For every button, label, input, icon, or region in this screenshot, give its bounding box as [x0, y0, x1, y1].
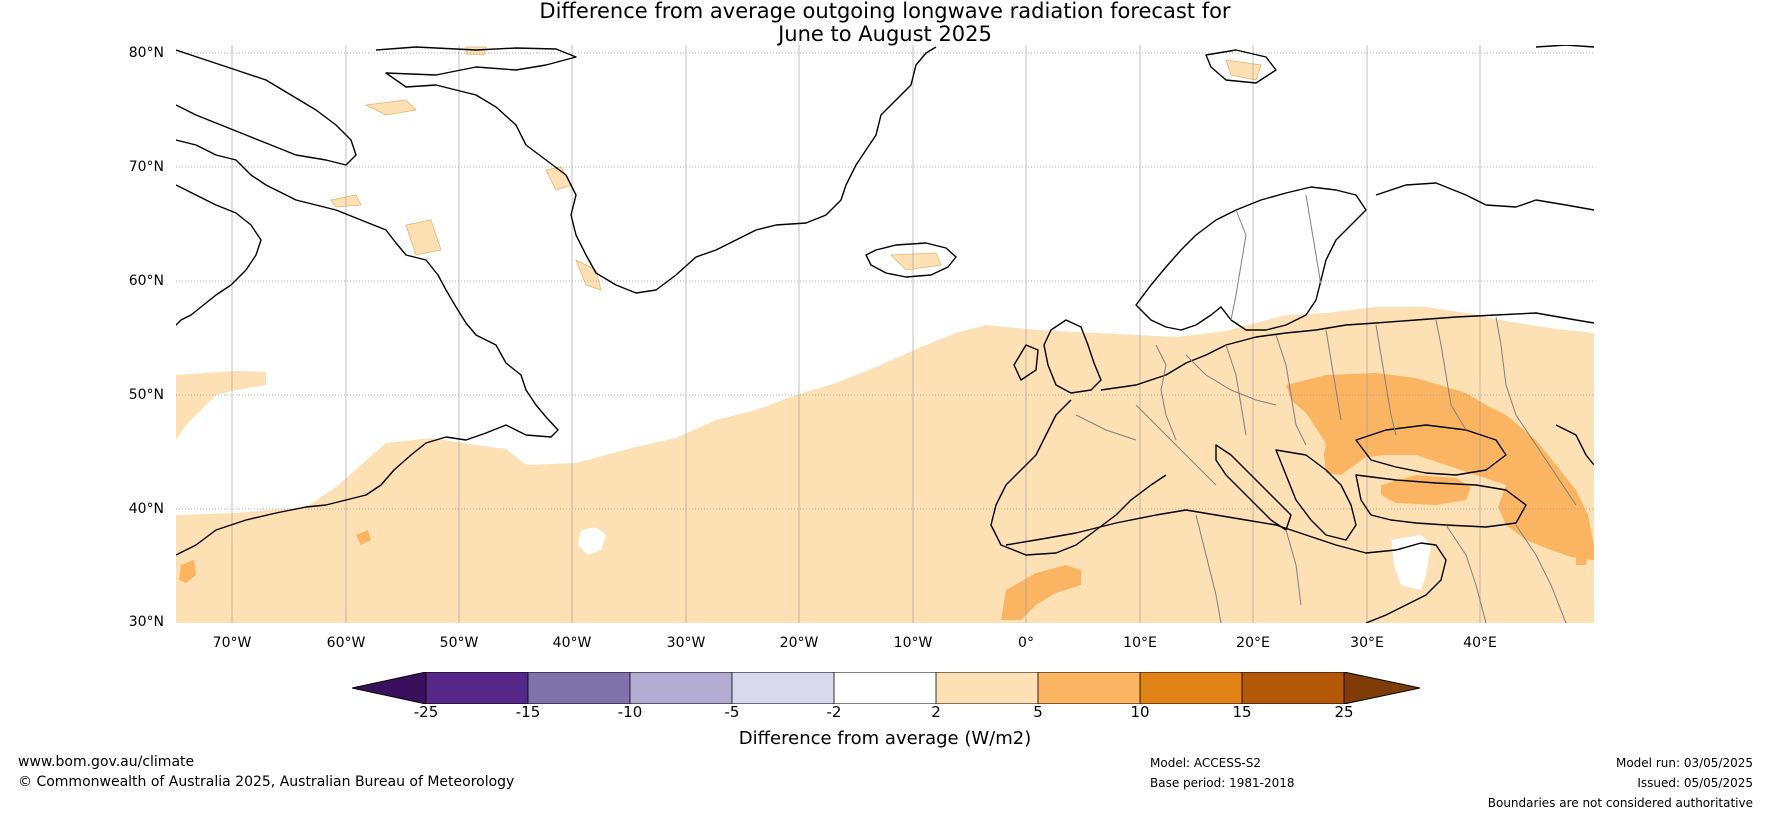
colorbar-tick-label: 2 — [931, 703, 941, 721]
north-america-coast — [176, 139, 559, 556]
colorbar-bin-5-2 — [732, 672, 834, 704]
lon-label-30w: 30°W — [666, 635, 706, 651]
coastlines — [176, 45, 1594, 623]
lon-label-50w: 50°W — [439, 635, 479, 651]
iceland-coast — [865, 242, 957, 278]
lon-label-30e: 30°E — [1350, 635, 1384, 651]
colorbar-bin-25-15 — [426, 672, 528, 704]
lon-label-20w: 20°W — [779, 635, 819, 651]
colorbar-extend-low — [352, 672, 426, 704]
lon-label-60w: 60°W — [326, 635, 366, 651]
russia-arctic-coast — [1375, 182, 1594, 211]
title-line-1: Difference from average outgoing longwav… — [539, 0, 1231, 23]
footer-disclaimer: Boundaries are not considered authoritat… — [1487, 796, 1753, 810]
black-sea-coast — [1355, 424, 1507, 476]
lat-label-70n: 70°N — [128, 159, 164, 175]
colorbar-tick-label: -5 — [724, 703, 740, 721]
ireland-coast — [1013, 344, 1039, 381]
lat-label-60n: 60°N — [128, 273, 164, 289]
footer-model-run: Model run: 03/05/2025 — [1615, 756, 1753, 770]
colorbar-bin-2-5 — [936, 672, 1038, 704]
lon-label-10e: 10°E — [1123, 635, 1157, 651]
map-panel — [176, 45, 1594, 623]
colorbar-tick-label: 5 — [1033, 703, 1043, 721]
national-borders — [1075, 194, 1577, 623]
balkans-coast — [1275, 449, 1357, 541]
north-africa-coast — [1005, 509, 1447, 623]
hudson-bay-coast — [176, 184, 262, 326]
colorbar-tick-label: 15 — [1232, 703, 1252, 721]
colorbar-bin-10-5 — [630, 672, 732, 704]
anomaly-area-2-5 — [176, 307, 1594, 623]
lat-label-50n: 50°N — [128, 387, 164, 403]
colorbar-tick-label: 10 — [1130, 703, 1150, 721]
baffin-coast — [176, 49, 357, 166]
novaya-zemlya-coast — [1535, 45, 1594, 48]
lon-label-20e: 20°E — [1236, 635, 1270, 651]
footer-base-period: Base period: 1981-2018 — [1150, 776, 1295, 790]
lat-label-40n: 40°N — [128, 501, 164, 517]
colorbar-bin-15-10 — [528, 672, 630, 704]
svalbard-coast — [1205, 49, 1277, 84]
lon-label-10w: 10°W — [893, 635, 933, 651]
colorbar-tick-label: -15 — [515, 703, 541, 721]
colorbar-bin-15-25 — [1242, 672, 1344, 704]
great-britain-coast — [1043, 319, 1102, 394]
colorbar — [352, 672, 1420, 704]
footer-copyright: © Commonwealth of Australia 2025, Austra… — [18, 774, 515, 790]
colorbar-tick-label: -10 — [617, 703, 643, 721]
europe-coast — [1100, 312, 1594, 391]
title-line-2: June to August 2025 — [778, 22, 992, 46]
scandinavia-coast — [1135, 186, 1367, 331]
colorbar-bin-10-15 — [1140, 672, 1242, 704]
lat-label-30n: 30°N — [128, 614, 164, 630]
map-title: Difference from average outgoing longwav… — [0, 0, 1770, 46]
colorbar-extend-high — [1344, 672, 1420, 704]
lon-label-40w: 40°W — [552, 635, 592, 651]
caspian-coast — [1555, 424, 1594, 466]
colorbar-tick-label: -2 — [826, 703, 842, 721]
colorbar-title: Difference from average (W/m2) — [738, 728, 1032, 749]
footer-url: www.bom.gov.au/climate — [18, 754, 195, 770]
anatolia-coast — [1355, 474, 1527, 528]
lat-label-80n: 80°N — [128, 45, 164, 61]
footer-model: Model: ACCESS-S2 — [1150, 756, 1262, 770]
anomaly-patches-north — [330, 46, 1262, 291]
lon-label-40e: 40°E — [1463, 635, 1497, 651]
neutral-patch-atlantic — [578, 527, 606, 555]
colorbar-tick-label: -25 — [413, 703, 439, 721]
lon-label-0: 0° — [1018, 635, 1034, 651]
graticule — [176, 45, 1594, 623]
anomaly-area-5-10 — [179, 373, 1594, 620]
greenland-coast — [375, 46, 937, 294]
lon-label-70w: 70°W — [212, 635, 252, 651]
colorbar-bin-2-2 — [834, 672, 936, 704]
colorbar-tick-label: 25 — [1334, 703, 1354, 721]
colorbar-bin-5-10 — [1038, 672, 1140, 704]
footer-issued: Issued: 05/05/2025 — [1637, 776, 1753, 790]
iberia-coast — [990, 399, 1167, 556]
